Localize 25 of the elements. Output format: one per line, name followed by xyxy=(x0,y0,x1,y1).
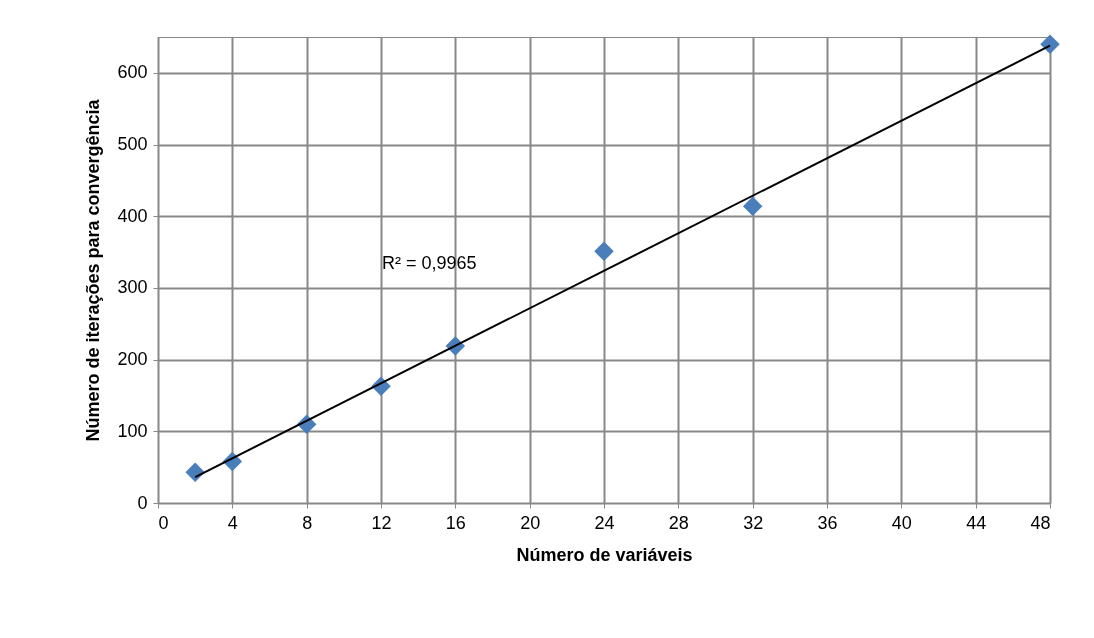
x-tick-label: 24 xyxy=(594,512,615,533)
x-tick-label: 32 xyxy=(743,512,764,533)
y-tick-label: 600 xyxy=(117,62,148,83)
x-tick-label: 12 xyxy=(371,512,392,533)
x-axis-title: Número de variáveis xyxy=(516,544,693,565)
x-tick-label: 48 xyxy=(1030,512,1051,533)
x-tick-label: 36 xyxy=(817,512,838,533)
y-tick-label: 0 xyxy=(137,492,148,513)
x-tick-label: 4 xyxy=(227,512,238,533)
y-tick-label: 100 xyxy=(117,420,148,441)
x-tick-label: 16 xyxy=(445,512,466,533)
y-tick-label: 400 xyxy=(117,205,148,226)
x-tick-label: 20 xyxy=(520,512,541,533)
y-tick-label: 300 xyxy=(117,277,148,298)
x-tick-label: 0 xyxy=(158,512,169,533)
annotation: R² = 0,9965 xyxy=(382,253,477,273)
y-tick-label: 500 xyxy=(117,134,148,155)
point xyxy=(594,241,614,262)
x-tick-label: 28 xyxy=(668,512,689,533)
y-axis-title: Número de iterações para convergência xyxy=(83,98,104,442)
y-tick-label: 200 xyxy=(117,349,148,370)
x-tick-label: 8 xyxy=(302,512,313,533)
x-tick-label: 40 xyxy=(891,512,912,533)
x-tick-label: 44 xyxy=(966,512,987,533)
point xyxy=(742,196,763,216)
